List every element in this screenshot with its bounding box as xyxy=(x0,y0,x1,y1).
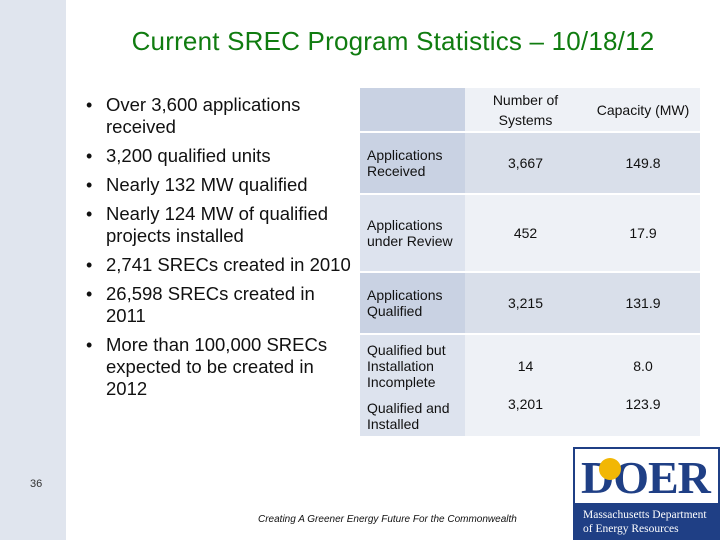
systems-cell: 14 xyxy=(465,333,586,396)
bullet-item: More than 100,000 SRECs expected to be c… xyxy=(80,334,355,400)
bullet-item: Over 3,600 applications received xyxy=(80,94,355,138)
systems-cell: 3,215 xyxy=(465,271,586,334)
bullet-list: Over 3,600 applications received 3,200 q… xyxy=(80,94,355,407)
bullet-item: 2,741 SRECs created in 2010 xyxy=(80,254,355,276)
doer-logo: DOER Massachusetts Department of Energy … xyxy=(573,447,720,540)
bullet-item: 3,200 qualified units xyxy=(80,145,355,167)
table-row: Qualified but Installation Incomplete 14… xyxy=(360,333,700,396)
bullet-item: Nearly 132 MW qualified xyxy=(80,174,355,196)
systems-cell: 452 xyxy=(465,193,586,272)
logo-wordmark: DOER xyxy=(581,452,711,503)
table-row: Applications Received 3,667 149.8 xyxy=(360,131,700,194)
logo-text-line2: of Energy Resources xyxy=(583,523,679,535)
footer-tagline: Creating A Greener Energy Future For the… xyxy=(258,514,517,525)
logo-text-line1: Massachusetts Department xyxy=(583,509,707,521)
row-label: Qualified but Installation Incomplete xyxy=(360,333,465,396)
row-label: Applications Qualified xyxy=(360,271,465,334)
bullet-item: 26,598 SRECs created in 2011 xyxy=(80,283,355,327)
left-sidebar-band xyxy=(0,0,66,540)
capacity-cell: 17.9 xyxy=(586,193,700,272)
page-number: 36 xyxy=(30,478,43,490)
systems-cell: 3,667 xyxy=(465,131,586,194)
capacity-cell: 8.0 xyxy=(586,333,700,396)
table-row: Applications under Review 452 17.9 xyxy=(360,193,700,272)
row-label: Qualified and Installed xyxy=(360,396,465,436)
column-header-systems: Number of Systems xyxy=(465,88,586,132)
table-row: Applications Qualified 3,215 131.9 xyxy=(360,271,700,334)
table-corner-cell xyxy=(360,88,465,132)
table-row: Qualified and Installed 3,201 123.9 xyxy=(360,396,700,436)
table-header-row: Number of Systems Capacity (MW) xyxy=(360,88,700,132)
statistics-table: Number of Systems Capacity (MW) Applicat… xyxy=(360,88,700,436)
logo-wordmark-panel: DOER xyxy=(573,447,720,505)
systems-cell: 3,201 xyxy=(465,396,586,436)
bullet-item: Nearly 124 MW of qualified projects inst… xyxy=(80,203,355,247)
row-label: Applications under Review xyxy=(360,193,465,272)
row-label: Applications Received xyxy=(360,131,465,194)
slide-title: Current SREC Program Statistics – 10/18/… xyxy=(131,26,655,56)
capacity-cell: 149.8 xyxy=(586,131,700,194)
sun-icon xyxy=(599,458,621,480)
capacity-cell: 123.9 xyxy=(586,396,700,436)
column-header-capacity: Capacity (MW) xyxy=(586,88,700,132)
capacity-cell: 131.9 xyxy=(586,271,700,334)
